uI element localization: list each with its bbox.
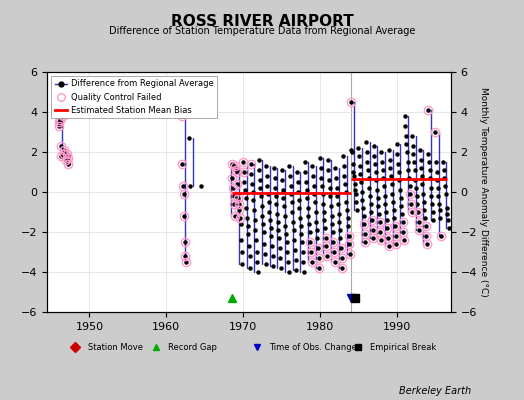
Text: Berkeley Earth: Berkeley Earth xyxy=(399,386,472,396)
Text: Time of Obs. Change: Time of Obs. Change xyxy=(269,342,357,352)
Legend: Difference from Regional Average, Quality Control Failed, Estimated Station Mean: Difference from Regional Average, Qualit… xyxy=(51,76,217,118)
Text: Station Move: Station Move xyxy=(88,342,143,352)
Y-axis label: Monthly Temperature Anomaly Difference (°C): Monthly Temperature Anomaly Difference (… xyxy=(479,87,488,297)
Text: Difference of Station Temperature Data from Regional Average: Difference of Station Temperature Data f… xyxy=(109,26,415,36)
Text: Record Gap: Record Gap xyxy=(168,342,217,352)
Text: Empirical Break: Empirical Break xyxy=(370,342,436,352)
Text: ROSS RIVER AIRPORT: ROSS RIVER AIRPORT xyxy=(171,14,353,29)
